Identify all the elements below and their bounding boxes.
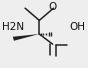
Text: O: O [49,2,57,12]
Text: OH: OH [69,22,85,32]
Polygon shape [13,34,39,41]
Text: H2N: H2N [2,22,24,32]
